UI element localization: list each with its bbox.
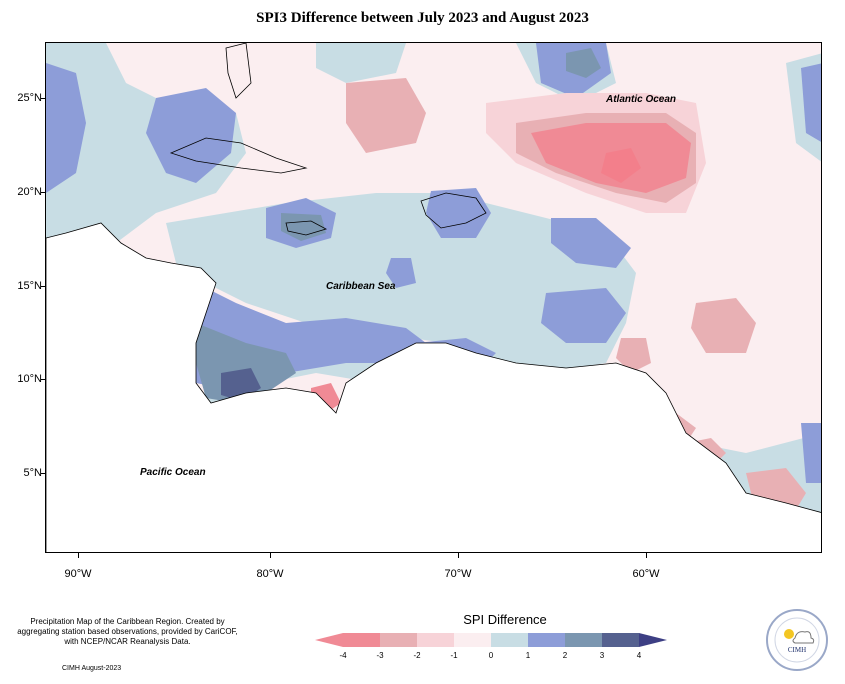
legend-colorbar bbox=[315, 633, 667, 647]
lat-tick bbox=[41, 192, 45, 193]
cimh-sun-cloud-icon: CIMH bbox=[766, 609, 828, 671]
legend-tick-label: 0 bbox=[488, 651, 494, 660]
lat-label: 10°N bbox=[17, 373, 42, 385]
lat-label: 5°N bbox=[23, 467, 42, 479]
lon-tick bbox=[646, 553, 647, 558]
cimh-logo: CIMH bbox=[765, 608, 829, 672]
legend-arrow-left bbox=[315, 633, 343, 647]
lat-label: 20°N bbox=[17, 186, 42, 198]
lon-label: 60°W bbox=[632, 568, 660, 580]
logo-text: CIMH bbox=[788, 646, 806, 654]
map-description: Precipitation Map of the Caribbean Regio… bbox=[17, 617, 238, 646]
legend-arrow-right bbox=[639, 633, 667, 647]
lat-tick bbox=[41, 379, 45, 380]
legend-color-bin bbox=[380, 633, 417, 647]
caribbean-sea-label: Caribbean Sea bbox=[326, 281, 396, 292]
legend-color-bin bbox=[343, 633, 380, 647]
legend-tick-label: 3 bbox=[599, 651, 605, 660]
legend-tick-label: -2 bbox=[413, 651, 421, 660]
lon-label: 80°W bbox=[256, 568, 284, 580]
legend-tick-label: 4 bbox=[636, 651, 642, 660]
page-title: SPI3 Difference between July 2023 and Au… bbox=[256, 10, 589, 26]
lon-label: 90°W bbox=[64, 568, 92, 580]
legend-color-bin bbox=[417, 633, 454, 647]
legend-tick-label: 2 bbox=[562, 651, 568, 660]
legend-tick-label: -3 bbox=[376, 651, 384, 660]
lon-tick bbox=[78, 553, 79, 558]
land-areas bbox=[46, 222, 821, 552]
lon-tick bbox=[458, 553, 459, 558]
legend-color-bin bbox=[565, 633, 602, 647]
island-outlines bbox=[169, 43, 487, 236]
map-panel bbox=[45, 42, 822, 553]
legend-color-bin bbox=[491, 633, 528, 647]
lat-tick bbox=[41, 473, 45, 474]
legend-color-bin bbox=[602, 633, 639, 647]
lat-label: 25°N bbox=[17, 92, 42, 104]
legend-color-bin bbox=[454, 633, 491, 647]
legend-color-bin bbox=[528, 633, 565, 647]
lat-tick bbox=[41, 286, 45, 287]
lon-label: 70°W bbox=[444, 568, 472, 580]
legend-tick-label: -1 bbox=[450, 651, 458, 660]
legend-tick-label: 1 bbox=[525, 651, 531, 660]
pacific-ocean-label: Pacific Ocean bbox=[140, 467, 206, 478]
atlantic-ocean-label: Atlantic Ocean bbox=[606, 94, 677, 105]
spi-difference-map bbox=[46, 43, 821, 552]
legend-tick-label: -4 bbox=[339, 651, 347, 660]
legend-title: SPI Difference bbox=[463, 612, 547, 627]
lat-tick bbox=[41, 98, 45, 99]
map-credit: CIMH August-2023 bbox=[62, 665, 122, 672]
lat-label: 15°N bbox=[17, 280, 42, 292]
lon-tick bbox=[270, 553, 271, 558]
